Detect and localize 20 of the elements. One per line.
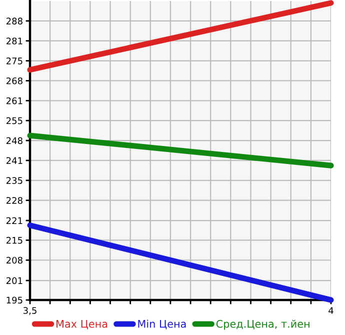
y-tick-label: 255 bbox=[6, 117, 22, 124]
y-tick-label: 201 bbox=[6, 277, 22, 284]
y-tick-label: 248 bbox=[6, 137, 22, 144]
y-tick-label: 281 bbox=[6, 38, 22, 44]
y-tick-label: 221 bbox=[6, 217, 22, 224]
legend-label: Min Цена bbox=[138, 320, 186, 330]
y-tick-label: 235 bbox=[6, 177, 22, 184]
x-tick-label: 3,5 bbox=[24, 307, 36, 315]
y-tick-label: 261 bbox=[6, 97, 22, 104]
x-tick-label: 4 bbox=[328, 307, 334, 314]
y-tick-label: 268 bbox=[6, 77, 22, 84]
y-tick-label: 241 bbox=[6, 157, 22, 164]
y-tick-label: 208 bbox=[6, 256, 22, 264]
legend-label: Max Цена bbox=[56, 320, 108, 330]
y-tick-label: 288 bbox=[6, 18, 22, 24]
legend-label: Сред.Цена, т.йен bbox=[216, 320, 310, 330]
y-tick-label: 195 bbox=[6, 296, 22, 304]
y-tick-label: 228 bbox=[6, 197, 22, 204]
y-tick-label: 215 bbox=[6, 236, 22, 244]
y-tick-label: 275 bbox=[6, 58, 22, 64]
